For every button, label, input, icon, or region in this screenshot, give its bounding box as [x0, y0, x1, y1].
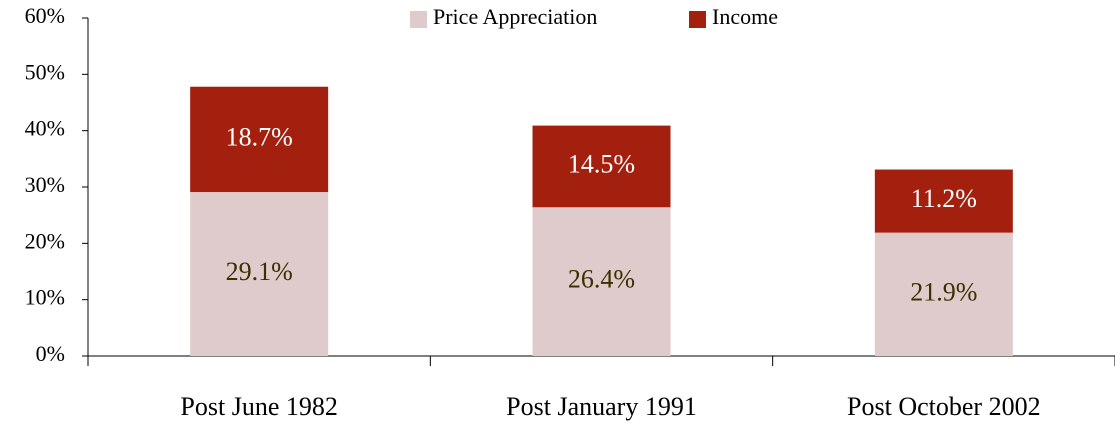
- data-label: 11.2%: [911, 184, 977, 213]
- y-tick-label: 30%: [25, 172, 65, 197]
- legend-swatch: [689, 11, 706, 28]
- y-tick-label: 40%: [25, 116, 65, 141]
- y-tick-label: 60%: [25, 3, 65, 28]
- legend-label: Price Appreciation: [433, 4, 597, 29]
- x-tick-label: Post October 2002: [847, 392, 1041, 421]
- bar-segment: [874, 232, 1013, 356]
- data-label: 18.7%: [226, 122, 293, 151]
- y-tick-label: 0%: [36, 341, 65, 366]
- data-label: 14.5%: [568, 149, 635, 178]
- y-tick-label: 20%: [25, 228, 65, 253]
- data-label: 21.9%: [910, 277, 977, 306]
- bar-segment: [874, 169, 1013, 233]
- legend-label: Income: [712, 4, 778, 29]
- bar-segment: [532, 125, 671, 208]
- data-label: 29.1%: [226, 257, 293, 286]
- x-tick-label: Post January 1991: [506, 392, 697, 421]
- bar-segment: [190, 192, 329, 356]
- y-tick-label: 10%: [25, 285, 65, 310]
- bar-segment: [190, 86, 329, 193]
- data-label: 26.4%: [568, 265, 635, 294]
- y-tick-label: 50%: [25, 59, 65, 84]
- bar-segment: [532, 207, 671, 356]
- legend-swatch: [410, 11, 427, 28]
- x-tick-label: Post June 1982: [180, 392, 337, 421]
